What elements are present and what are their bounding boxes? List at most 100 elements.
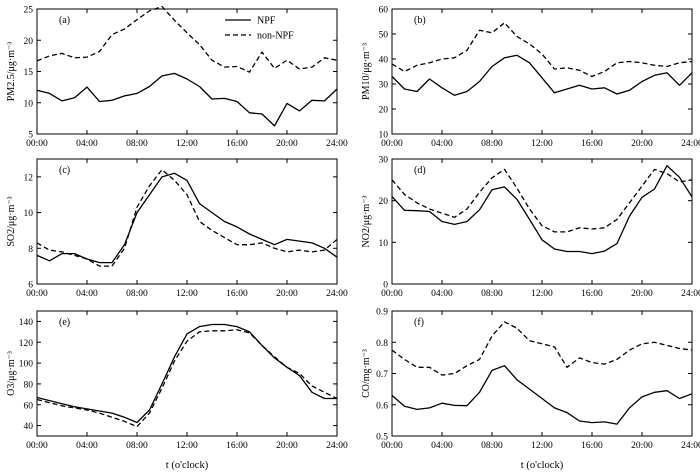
legend-label-npf: NPF [257,16,276,27]
x-tick-label: 24:00 [681,441,700,451]
x-tick-label: 20:00 [276,139,298,149]
y-tick-label: 6 [28,281,33,291]
x-tick-label: 00:00 [381,139,403,149]
y-tick-label: 10 [379,239,389,249]
y-tick-label: 25 [24,6,34,16]
x-tick-label: 08:00 [481,441,503,451]
y-tick-label: 10 [24,99,34,109]
y-tick-label: 10 [24,209,34,219]
panel-tag: (d) [414,165,426,176]
y-tick-label: 120 [19,339,34,349]
y-tick-label: 60 [24,401,34,411]
y-tick-label: 80 [24,380,34,390]
x-tick-label: 24:00 [681,139,700,149]
x-tick-label: 04:00 [431,289,453,299]
plot-frame [391,8,693,135]
panel-d: 00:00 04:00 08:00 12:00 16:00 20:00 24:00 0 10 20… [361,156,700,300]
series-line-npf [36,323,337,424]
panel-tag: (e) [59,317,70,328]
y-tick-label: 40 [379,56,389,66]
x-tick-label: 08:00 [126,441,148,451]
y-tick-label: 5 [28,131,33,141]
x-tick-label: 00:00 [26,441,48,451]
y-tick-label: 0.7 [376,370,388,380]
panel-c: 00:00 04:00 08:00 12:00 16:00 20:00 24:00 6 8 10 1… [6,158,348,299]
x-tick-label: 12:00 [176,139,198,149]
x-tick-label: 24:00 [326,441,348,451]
x-tick-label: 24:00 [681,289,700,299]
series-line-non-npf [36,5,338,73]
y-tick-label: 0.6 [376,401,388,411]
x-tick-label: 16:00 [226,441,248,451]
y-tick-label: 140 [19,318,34,328]
x-tick-label: 20:00 [631,289,653,299]
series-line-non-npf [391,321,693,376]
panel-a: 00:00 04:00 08:00 12:00 16:00 20:00 24:00 5 10 15… [6,6,348,150]
x-tick-label: 12:00 [531,441,553,451]
plot-frame [36,8,338,135]
x-tick-label: 04:00 [76,139,98,149]
y-tick-label: 40 [24,422,34,432]
x-tick-label: 00:00 [26,289,48,299]
y-tick-label: 10 [379,131,389,141]
x-tick-label: 16:00 [581,139,603,149]
panel-f: 00:00 04:00 08:00 12:00 16:00 20:00 24:00 0.5 0.… [361,308,700,452]
y-axis-label: SO2/μg·m⁻³ [6,196,17,246]
x-tick-label: 20:00 [276,441,298,451]
x-tick-label: 08:00 [126,289,148,299]
series-line-non-npf [36,169,338,267]
x-tick-label: 00:00 [381,441,403,451]
x-tick-label: 08:00 [481,139,503,149]
y-tick-label: 0.9 [376,308,388,318]
x-tick-label: 08:00 [481,289,503,299]
x-tick-label: 00:00 [26,139,48,149]
series-line-non-npf [391,22,693,78]
panel-b: 00:00 04:00 08:00 12:00 16:00 20:00 24:00 10 20 3… [361,6,700,150]
legend-label-non-npf: non-NPF [257,31,294,42]
x-tick-label: 08:00 [126,139,148,149]
series-line-non-npf [391,168,693,233]
y-tick-label: 20 [379,197,389,207]
y-tick-label: 30 [379,156,389,166]
y-axis-label: O3/μg·m⁻³ [6,351,17,396]
x-tick-label: 04:00 [431,139,453,149]
x-tick-label: 12:00 [531,289,553,299]
y-tick-label: 60 [379,6,389,16]
x-tick-label: 20:00 [276,289,298,299]
legend: NPF non-NPF [225,16,294,42]
x-tick-label: 00:00 [381,289,403,299]
x-tick-label: 24:00 [326,289,348,299]
y-tick-label: 20 [24,37,34,47]
series-line-npf [391,54,693,96]
panel-tag: (c) [59,165,70,176]
x-tick-label: 04:00 [76,289,98,299]
plot-frame [36,310,338,437]
series-line-npf [36,172,338,264]
x-tick-label: 16:00 [581,289,603,299]
panel-tag: (a) [59,15,70,26]
plot-frame [391,158,693,285]
x-tick-label: 12:00 [176,289,198,299]
x-tick-label: 12:00 [531,139,553,149]
x-tick-label: 16:00 [226,289,248,299]
y-axis-label: CO/mg·m⁻³ [361,349,372,398]
x-tick-label: 20:00 [631,139,653,149]
x-tick-label: 20:00 [631,441,653,451]
x-tick-label: 04:00 [76,441,98,451]
series-line-npf [391,165,693,255]
x-axis-label-left: t (o'clock) [166,460,209,471]
x-tick-label: 12:00 [176,441,198,451]
panel-e: 00:00 04:00 08:00 12:00 16:00 20:00 24:00 40 60 8… [6,310,348,451]
panels: 00:00 04:00 08:00 12:00 16:00 20:00 24:00 5 10 15… [6,6,700,452]
x-axis-label-right: t (o'clock) [521,460,564,471]
y-axis-label: PM2.5/μg·m⁻³ [6,42,17,101]
y-tick-label: 100 [19,360,34,370]
y-tick-label: 20 [379,106,389,116]
plot-frame [391,310,693,437]
series-line-npf [391,365,693,425]
series-line-npf [36,72,338,127]
y-tick-label: 12 [24,173,34,183]
y-tick-label: 50 [379,31,389,41]
panel-tag: (b) [414,15,426,26]
